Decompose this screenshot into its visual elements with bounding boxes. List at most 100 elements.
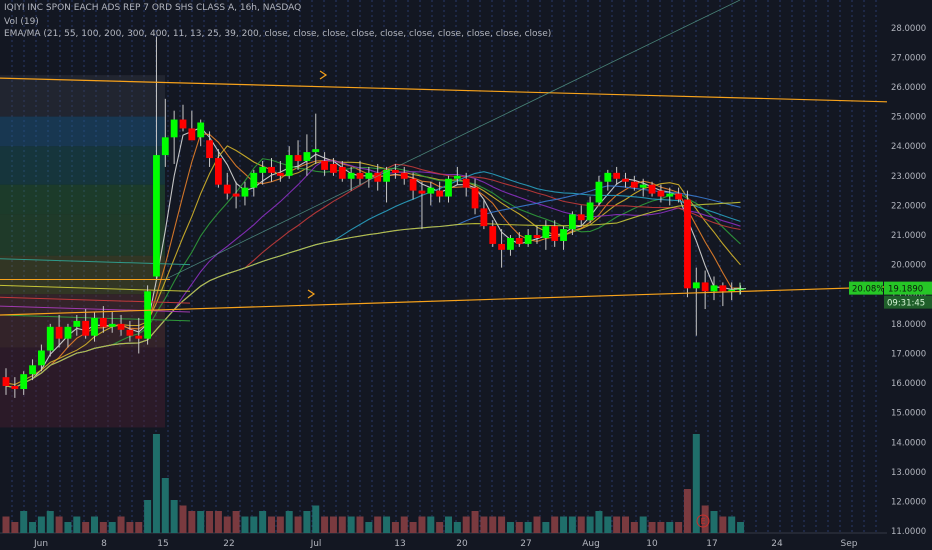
candle-body xyxy=(108,323,116,327)
volume-bar xyxy=(683,489,691,533)
volume-bar xyxy=(11,522,19,533)
volume-bar xyxy=(2,516,10,533)
trendlines xyxy=(0,0,888,316)
volume-bar xyxy=(276,516,284,533)
candle-body xyxy=(170,119,178,138)
candle-body xyxy=(657,190,665,197)
candle-body xyxy=(719,285,727,292)
volume-bar xyxy=(445,516,452,533)
volume-bar xyxy=(46,511,54,533)
time-tick-label: 13 xyxy=(394,539,405,549)
volume-bar xyxy=(179,505,187,533)
range-zone xyxy=(0,347,165,428)
volume-bar xyxy=(285,511,293,533)
volume-bar xyxy=(294,516,302,533)
volume-bar xyxy=(560,516,568,533)
candle-body xyxy=(206,140,213,159)
volume-bar xyxy=(170,500,178,533)
price-tick-label: 23.0000 xyxy=(891,172,926,182)
price-tick-label: 14.0000 xyxy=(891,438,926,448)
ma-line xyxy=(0,296,191,304)
price-tick-label: 17.0000 xyxy=(891,349,926,359)
volume-bar xyxy=(329,516,337,533)
volume-bar xyxy=(666,522,674,533)
time-tick-label: Sep xyxy=(841,539,858,549)
volume-bar xyxy=(303,511,311,533)
volume-bar xyxy=(622,516,629,533)
range-zone xyxy=(0,116,165,147)
volume-bar xyxy=(29,522,37,533)
ema-indicator-label[interactable]: EMA/MA (21, 55, 100, 200, 300, 400, 11, … xyxy=(4,29,552,39)
volume-bar xyxy=(391,522,399,533)
time-tick-label: Jul xyxy=(310,539,322,549)
volume-bar xyxy=(480,516,488,533)
volume-bar xyxy=(259,511,267,533)
candle-body xyxy=(38,350,45,366)
candle-body xyxy=(400,172,408,179)
volume-bar xyxy=(737,522,745,533)
volume-bar xyxy=(161,478,169,533)
price-tick-label: 22.0000 xyxy=(891,201,926,211)
volume-bar xyxy=(568,516,576,533)
candle-body xyxy=(542,226,550,238)
volume-bar xyxy=(126,522,134,533)
candle-body xyxy=(692,282,700,289)
volume-bar xyxy=(152,434,160,533)
candle-body xyxy=(29,365,36,375)
range-zone xyxy=(0,184,165,215)
volume-bar xyxy=(312,505,320,533)
percent-badge-text: 20.08% xyxy=(852,285,884,295)
volume-bar xyxy=(383,516,391,533)
volume-bar xyxy=(117,516,125,533)
candle-body xyxy=(577,214,585,221)
price-badge-text: 19.1890 xyxy=(888,285,923,295)
candle-body xyxy=(675,193,682,200)
arrow-marker xyxy=(319,70,328,80)
time-axis: Jun 8 15 22 Jul 13 20 27 Aug 10 17 24 Sep xyxy=(33,539,858,549)
price-tick-label: 11.0000 xyxy=(891,527,926,537)
candle-body xyxy=(533,235,541,238)
candle-body xyxy=(259,166,267,173)
volume-bar xyxy=(64,522,72,533)
volume-bar xyxy=(471,511,479,533)
candle-body xyxy=(409,178,417,191)
time-tick-label: 8 xyxy=(101,539,107,549)
candle-body xyxy=(188,128,196,141)
candle-body xyxy=(613,172,621,179)
candle-body xyxy=(179,119,187,129)
candle-body xyxy=(356,172,364,179)
volume-bar xyxy=(188,511,196,533)
candle-body xyxy=(91,317,98,336)
candle-body xyxy=(338,166,346,179)
volume-indicator-label[interactable]: Vol (19) xyxy=(4,17,39,27)
volume-bar xyxy=(613,516,621,533)
time-tick-label: Jun xyxy=(33,539,48,549)
volume-bar xyxy=(657,522,665,533)
candle-body xyxy=(330,163,337,173)
earnings-marker: E xyxy=(700,517,705,526)
candle-body xyxy=(144,291,151,339)
volume-bar xyxy=(206,511,214,533)
candle-body xyxy=(117,323,125,330)
volume-bar xyxy=(144,500,152,533)
time-tick-label: 22 xyxy=(223,539,234,549)
symbol-title[interactable]: IQIYI INC SPON EACH ADS REP 7 ORD SHS CL… xyxy=(4,3,302,13)
price-tick-label: 28.0000 xyxy=(891,24,926,34)
price-tick-label: 13.0000 xyxy=(891,468,926,478)
volume-bar xyxy=(409,522,417,533)
earnings-marker-ring xyxy=(696,514,710,528)
candle-body xyxy=(445,178,452,197)
price-tick-label: 21.0000 xyxy=(891,231,926,241)
volume-bar xyxy=(197,511,205,533)
candle-body xyxy=(489,226,497,244)
candle-body xyxy=(126,329,134,336)
candle-body xyxy=(622,178,629,182)
candle-body xyxy=(312,149,320,153)
candle-body xyxy=(560,229,567,241)
volume-bar xyxy=(365,522,373,533)
volume-bar xyxy=(506,522,514,533)
candle-body xyxy=(471,187,479,209)
price-tick-label: 25.0000 xyxy=(891,113,926,123)
